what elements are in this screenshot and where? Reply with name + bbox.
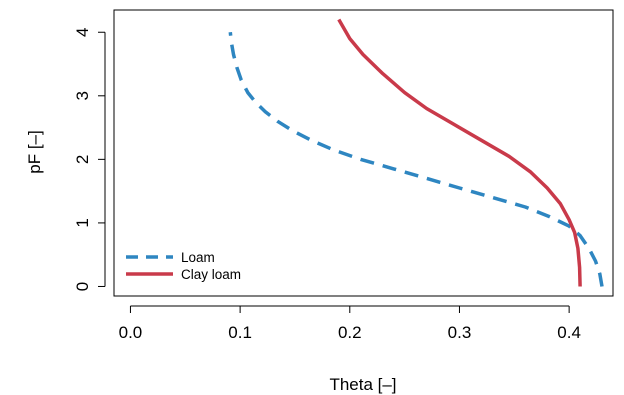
- series-layer: [228, 18, 604, 287]
- x-tick-label: 0.3: [448, 323, 472, 342]
- x-tick-label: 0.2: [338, 323, 362, 342]
- x-tick-label: 0.1: [228, 323, 252, 342]
- legend: Loam Clay loam: [126, 250, 241, 282]
- legend-label: Loam: [181, 250, 215, 265]
- y-tick-label: 0: [73, 282, 92, 291]
- y-tick-label: 3: [73, 91, 92, 100]
- legend-label: Clay loam: [181, 267, 241, 282]
- plot-frame: [113, 9, 614, 297]
- x-tick-label: 0.4: [557, 323, 581, 342]
- y-tick-label: 4: [73, 28, 92, 37]
- y-axis-label: pF [–]: [25, 130, 44, 173]
- x-tick-label: 0.0: [119, 323, 143, 342]
- y-axis: 0 1 2 3 4: [73, 28, 106, 291]
- y-tick-label: 1: [73, 218, 92, 227]
- series-line-clay-loam: [337, 18, 582, 287]
- y-tick-label: 2: [73, 155, 92, 164]
- series-line-loam: [228, 32, 604, 287]
- x-axis: 0.0 0.1 0.2 0.3 0.4: [119, 305, 581, 342]
- x-axis-label: Theta [–]: [329, 375, 396, 394]
